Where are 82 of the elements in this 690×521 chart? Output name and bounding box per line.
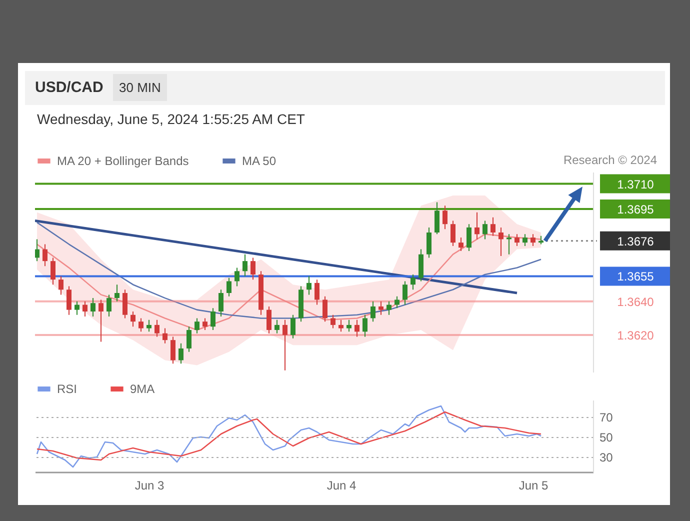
candlestick — [170, 336, 176, 364]
candlestick — [50, 257, 56, 286]
candlestick — [530, 234, 536, 246]
candlestick — [226, 277, 232, 297]
candlestick — [266, 306, 272, 334]
y-tick-label: 70 — [600, 410, 614, 424]
candlestick — [114, 284, 120, 302]
candlestick — [386, 300, 392, 316]
x-tick-label: Jun 3 — [134, 478, 164, 492]
candlestick — [42, 244, 48, 267]
candlestick — [426, 226, 432, 258]
legend-label: RSI — [57, 382, 78, 396]
text: Research © 2024 — [563, 153, 657, 167]
candlestick — [322, 296, 328, 322]
legend-label: MA 20 + Bollinger Bands — [57, 154, 189, 168]
candlestick — [498, 226, 504, 257]
line-series — [36, 405, 542, 468]
y-tick-label: 1.3710 — [617, 177, 654, 192]
candlestick — [474, 212, 480, 240]
y-tick-label: 30 — [600, 450, 614, 464]
legend-label: 9MA — [130, 382, 155, 396]
candlestick — [130, 310, 136, 328]
candlestick — [138, 318, 144, 332]
candlestick — [378, 300, 384, 316]
y-tick-label: 50 — [600, 430, 614, 444]
candlestick — [210, 308, 216, 330]
candlestick — [402, 280, 408, 306]
candlestick — [186, 326, 192, 352]
candlestick — [306, 276, 312, 296]
candlestick — [482, 220, 488, 240]
chart-title: USD/CAD — [35, 79, 104, 96]
candlestick — [234, 267, 240, 287]
candlestick — [434, 202, 440, 235]
candlestick — [330, 314, 336, 329]
candlestick — [98, 299, 104, 342]
candlestick — [442, 205, 448, 230]
y-tick-label: 1.3676 — [617, 234, 654, 248]
candlestick — [242, 254, 248, 277]
y-tick-label: 1.3695 — [617, 202, 654, 216]
candlestick — [90, 298, 96, 318]
candlestick — [354, 319, 360, 338]
candlestick — [218, 289, 224, 318]
candlestick — [146, 319, 152, 332]
candlestick — [58, 276, 64, 296]
candlestick — [314, 279, 320, 306]
candlestick — [466, 224, 472, 252]
candlestick — [362, 314, 368, 338]
candlestick — [106, 294, 112, 318]
candlestick — [514, 234, 520, 246]
candlestick — [202, 318, 208, 330]
candlestick — [66, 286, 72, 316]
candlestick — [178, 342, 184, 364]
candlestick — [82, 300, 88, 318]
y-tick-label: 1.3620 — [617, 328, 654, 343]
candlestick — [274, 319, 280, 334]
candlestick — [418, 248, 424, 282]
candlestick — [35, 238, 40, 262]
candlestick — [194, 318, 200, 334]
candlestick — [370, 300, 376, 322]
candlestick — [346, 319, 352, 332]
candlestick — [74, 300, 80, 316]
candlestick — [394, 296, 400, 309]
candlestick — [290, 314, 296, 339]
candlestick — [122, 289, 128, 319]
candlestick — [522, 234, 528, 246]
candlestick — [450, 220, 456, 246]
chart-subtitle: 30 MIN — [113, 74, 167, 101]
candlestick — [154, 319, 160, 338]
legend-label: MA 50 — [242, 154, 276, 168]
candlestick — [282, 319, 288, 371]
y-tick-label: 1.3640 — [617, 294, 654, 309]
x-tick-label: Jun 4 — [326, 478, 356, 492]
candlestick — [458, 237, 464, 252]
line-series — [36, 411, 542, 461]
candlestick — [338, 319, 344, 332]
x-tick-label: Jun 5 — [518, 478, 548, 492]
candlestick — [490, 216, 496, 236]
candlestick — [162, 328, 168, 344]
candlestick — [250, 257, 256, 280]
text: Wednesday, June 5, 2024 1:55:25 AM CET — [37, 111, 305, 127]
candlestick — [410, 274, 416, 290]
y-tick-label: 1.3655 — [617, 270, 654, 284]
